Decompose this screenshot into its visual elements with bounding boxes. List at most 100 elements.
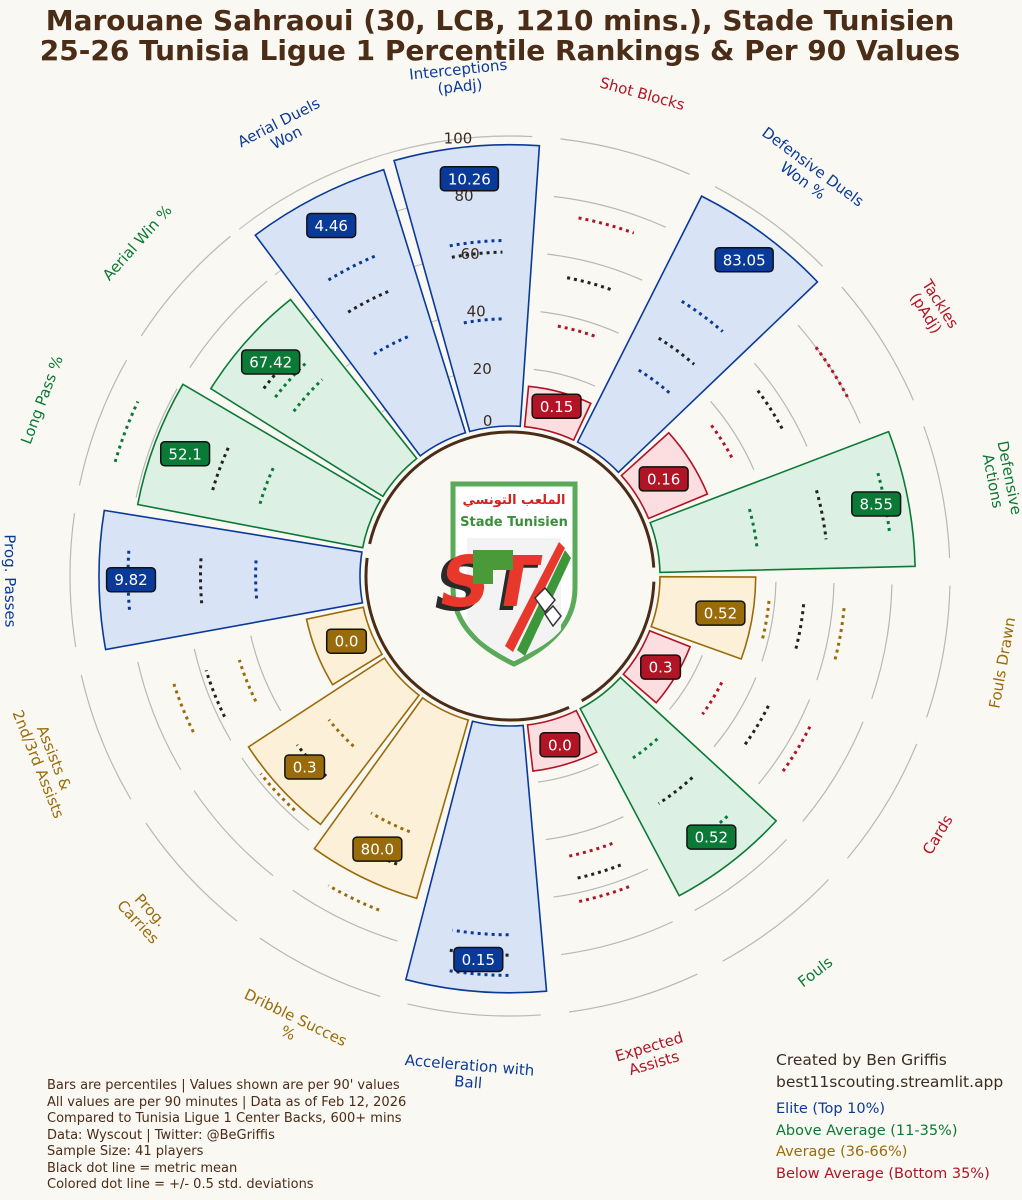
- grid-arc: [189, 280, 268, 368]
- sd-high-line: [292, 378, 324, 413]
- sd-low-line: [452, 928, 509, 937]
- grid-arc: [846, 743, 918, 859]
- legend-elite: Elite (Top 10%): [776, 1101, 886, 1117]
- legend-average: Average (36-66%): [776, 1144, 908, 1160]
- radial-grid: [69, 135, 951, 1017]
- value-box-bg: [240, 349, 301, 375]
- sd-low-line: [254, 558, 259, 599]
- grid-arc: [553, 195, 667, 228]
- bar-defensive-duels-won-: [576, 195, 819, 474]
- grid-arc: [871, 584, 893, 699]
- metric-label: Tackles(pAdj): [903, 276, 962, 341]
- grid-arc: [193, 790, 274, 877]
- radial-tick-label: 80: [455, 187, 474, 205]
- value-box-bg: [284, 754, 326, 780]
- radial-tick-labels: 0 20 40 60 80 100: [444, 129, 493, 429]
- grid-arc: [540, 311, 619, 334]
- metric-label: Prog. Passes: [1, 534, 20, 627]
- credit-author: Created by Ben Griffis: [776, 1051, 947, 1069]
- bar-prog-passes: [98, 509, 364, 651]
- grid-arc: [841, 286, 914, 401]
- grid-arc: [407, 1003, 541, 1017]
- value-text: 83.05: [723, 251, 766, 269]
- sd-low-line: [327, 253, 378, 282]
- radial-tick-label: 40: [467, 302, 486, 320]
- sd-high-line: [814, 346, 850, 399]
- mean-line: [451, 250, 503, 259]
- value-box: 4.46: [306, 212, 357, 239]
- grid-arc: [145, 822, 238, 922]
- mean-line: [756, 389, 786, 433]
- metric-label-line: Long Pass %: [17, 353, 67, 447]
- grid-arc: [560, 138, 690, 175]
- metric-label-line: (pAdj): [437, 75, 484, 97]
- value-box: 0.15: [531, 393, 582, 420]
- metric-label: Dribble Succes%: [234, 985, 350, 1065]
- sd-low-line: [327, 718, 355, 748]
- sd-high-line: [781, 726, 812, 773]
- metric-label-line: Aerial Win %: [99, 201, 176, 284]
- value-box: 67.42: [240, 349, 301, 375]
- group-arc: [364, 557, 570, 722]
- mean-line: [657, 336, 696, 366]
- metric-label: DefensiveActions: [977, 439, 1022, 519]
- grid-arc: [757, 699, 811, 785]
- sd-low-line: [629, 737, 659, 762]
- mean-line: [204, 669, 226, 718]
- value-text: 67.42: [249, 354, 292, 372]
- legend-above-average: Above Average (11-35%): [776, 1122, 958, 1139]
- chart-title: Marouane Sahraoui (30, LCB, 1210 mins.),…: [0, 6, 1000, 66]
- sd-low-line: [237, 659, 258, 702]
- note-line: Sample Size: 41 players: [47, 1144, 204, 1159]
- value-labels: 0.52 0.3 0.52 0.0 0.15 80.0 0.3 0.0 9.82 52.1 67.4…: [105, 166, 902, 973]
- value-box: 8.55: [851, 491, 902, 517]
- value-box: 0.15: [453, 946, 504, 973]
- metric-label-line: Fouls: [795, 953, 837, 991]
- metric-label: Assists &2nd/3rd Assists: [8, 701, 83, 821]
- mean-line: [211, 443, 232, 491]
- value-text: 10.26: [448, 170, 491, 188]
- mean-line: [347, 288, 393, 314]
- sd-high-line: [680, 300, 724, 333]
- bar-acceleration-with-ball: [404, 720, 548, 994]
- mean-line: [794, 604, 806, 651]
- credits-block: Created by Ben Griffis best11scouting.st…: [776, 1049, 1003, 1185]
- sd-high-line: [327, 884, 380, 912]
- grid-arc: [713, 677, 757, 748]
- metric-label: Acceleration withBall: [403, 1051, 535, 1097]
- mean-line: [815, 489, 828, 540]
- grid-arc: [553, 868, 649, 898]
- sd-low-line: [747, 508, 759, 548]
- grid-arc: [135, 388, 178, 498]
- group-arc: [581, 581, 656, 703]
- radial-tick-label: 0: [483, 412, 493, 430]
- value-box-bg: [539, 732, 581, 758]
- legend-below-average: Below Average (Bottom 35%): [776, 1165, 990, 1182]
- value-text: 52.1: [168, 445, 201, 463]
- metric-label-line: Prog. Passes: [1, 534, 20, 627]
- value-box-bg: [105, 566, 157, 593]
- grid-arc: [78, 359, 128, 486]
- radial-tick-label: 20: [473, 360, 492, 378]
- mean-line: [566, 276, 614, 292]
- value-text: 0.3: [649, 659, 673, 677]
- title-line-1: Marouane Sahraoui (30, LCB, 1210 mins.),…: [45, 4, 955, 37]
- sd-high-line: [578, 885, 630, 903]
- value-text: 80.0: [361, 841, 394, 859]
- grid-arc-top: [238, 135, 495, 230]
- badge-name-text: Stade Tunisien: [460, 515, 568, 530]
- sd-low-line: [637, 368, 671, 394]
- note-line: Data: Wyscout | Twitter: @BeGriffis: [47, 1127, 275, 1143]
- sd-high-line: [463, 317, 505, 325]
- value-text: 0.15: [462, 951, 495, 969]
- grid-arc: [797, 324, 861, 424]
- grid-arc: [926, 585, 951, 718]
- sd-high-line: [113, 400, 140, 463]
- club-badge-logo: الملعب التونسي Stade Tunisien ST ST: [426, 481, 578, 667]
- value-box-bg: [640, 654, 682, 680]
- sd-high-line: [373, 334, 411, 356]
- radial-tick-label: 60: [461, 245, 480, 263]
- grid-arc: [816, 583, 835, 681]
- grid-arc: [80, 674, 132, 800]
